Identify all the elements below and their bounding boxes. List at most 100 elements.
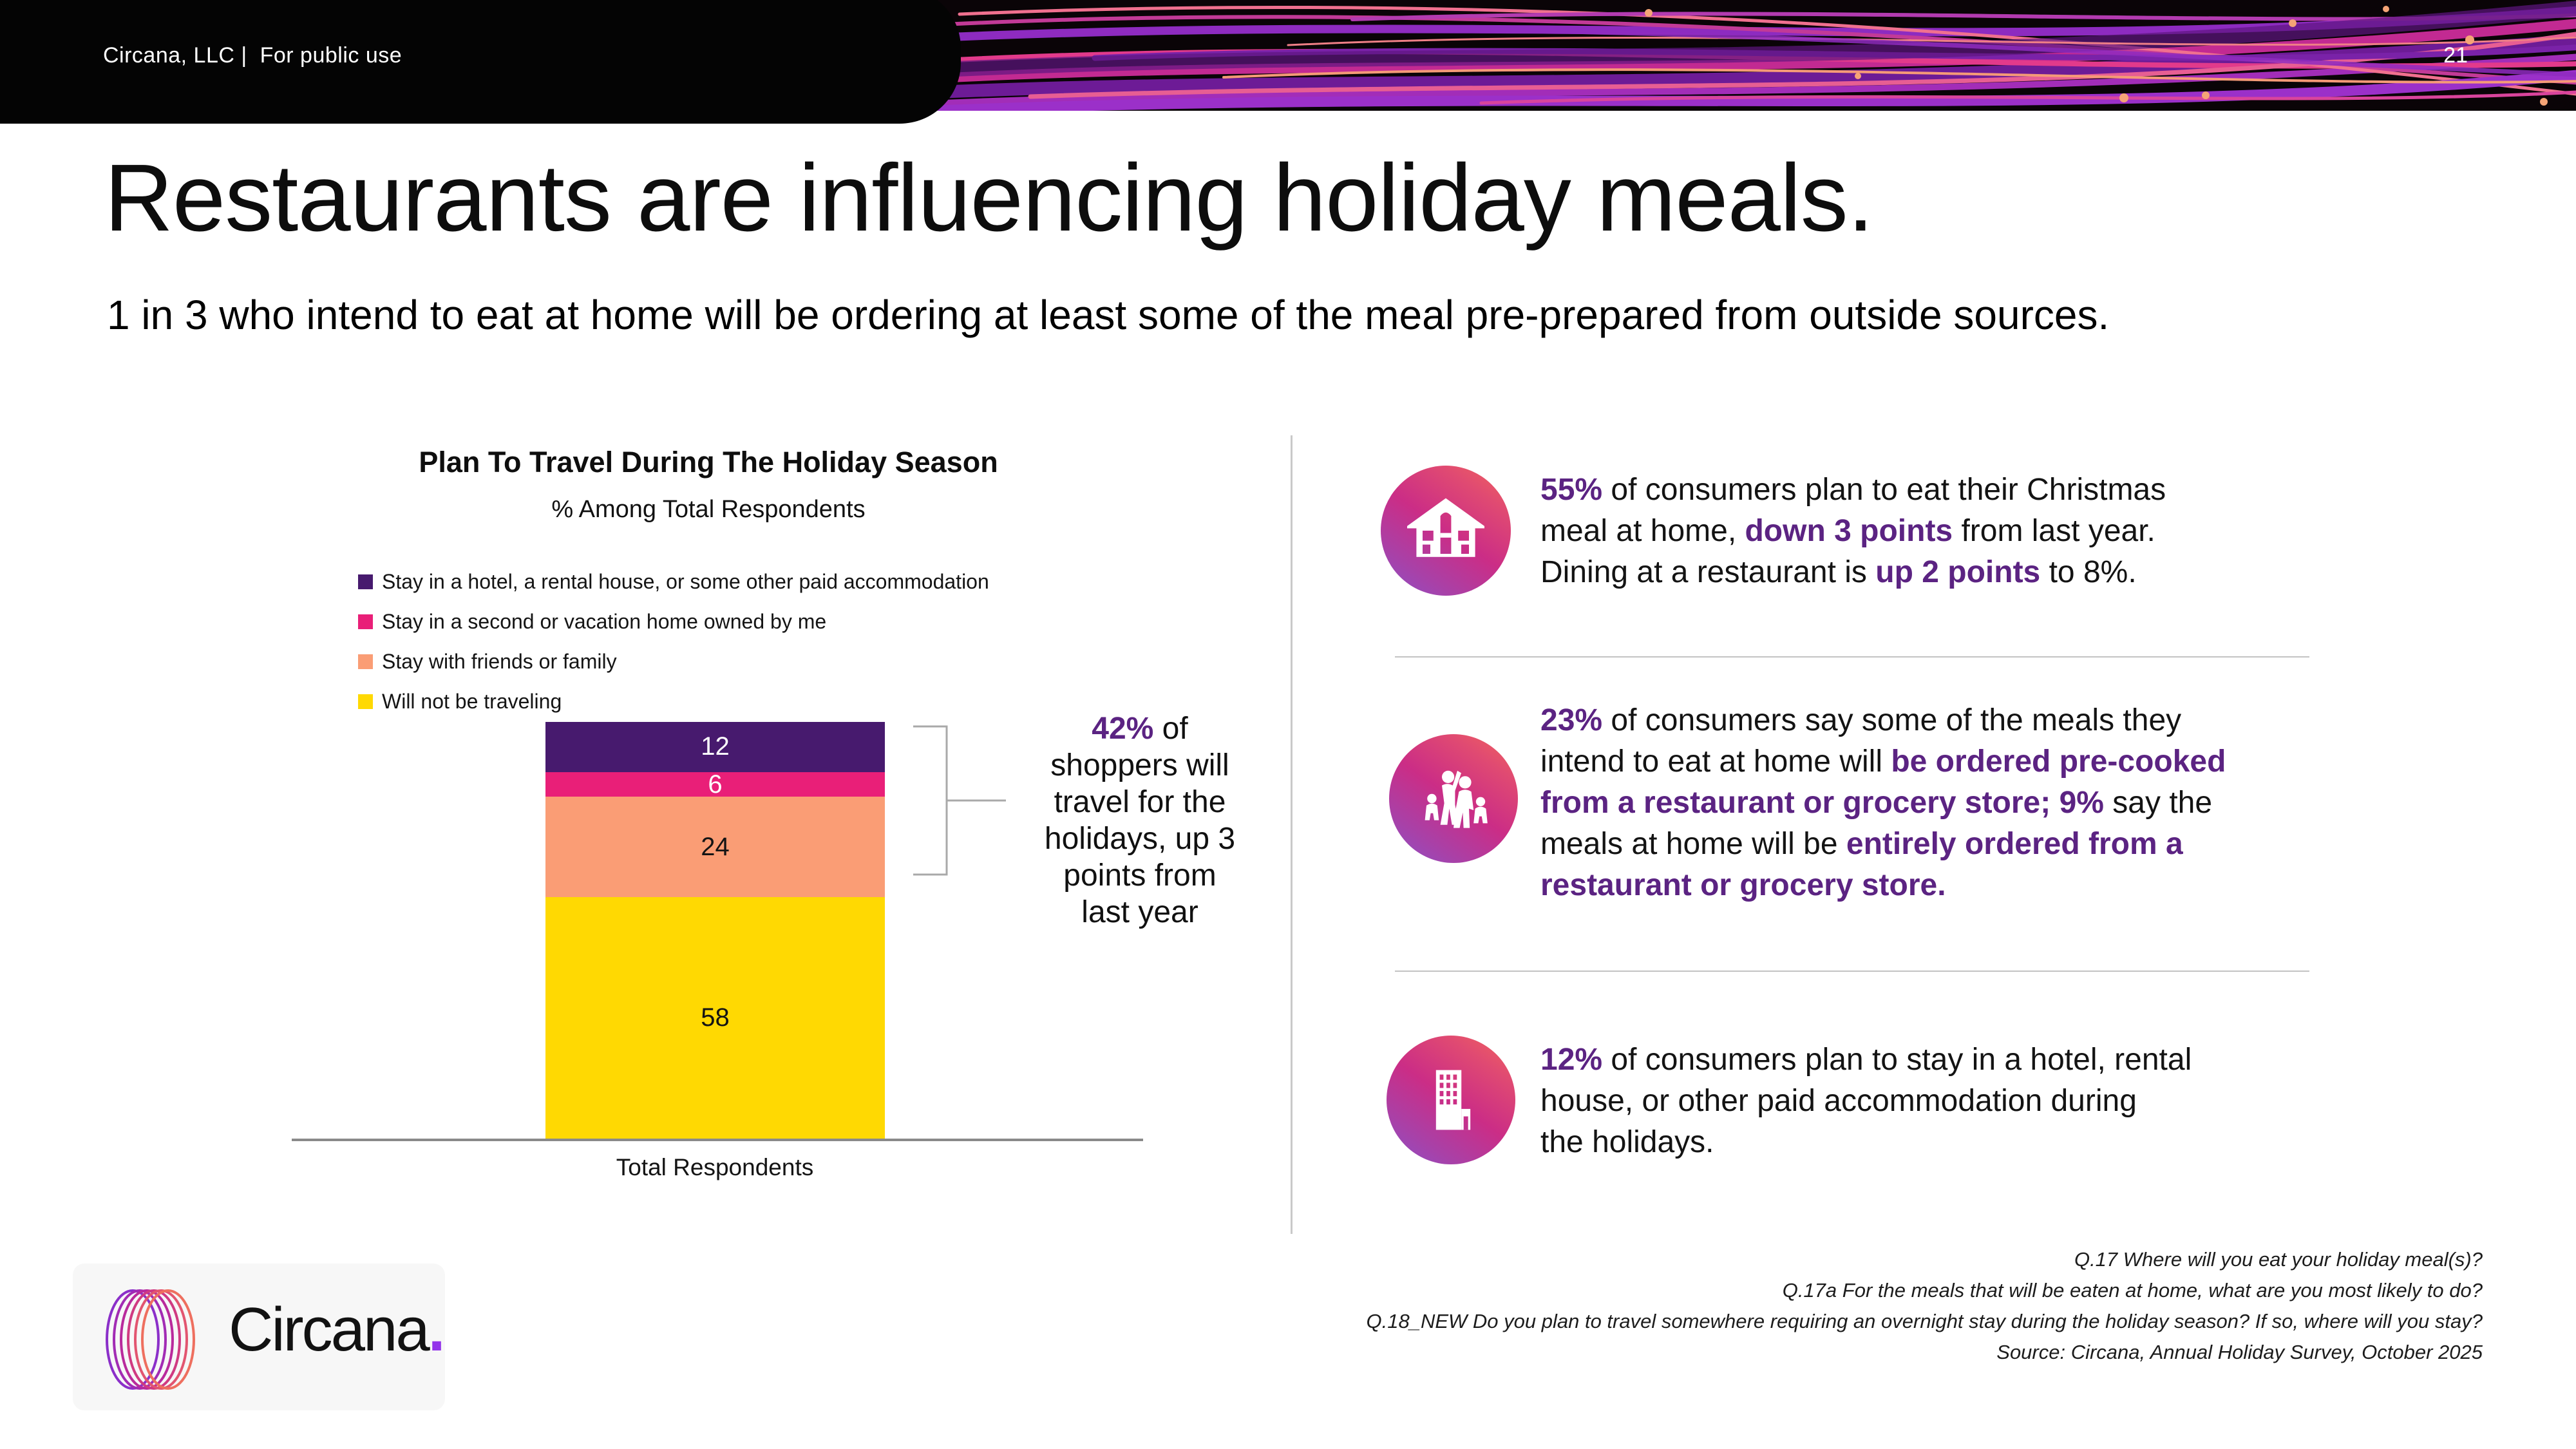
legend-label: Will not be traveling xyxy=(382,689,562,713)
legend-swatch xyxy=(358,694,373,709)
legend-item: Stay with friends or family xyxy=(358,641,989,681)
chart-subtitle: % Among Total Respondents xyxy=(551,496,866,523)
text-line: shoppers will xyxy=(1005,747,1275,784)
text-line: 12% of consumers plan to stay in a hotel… xyxy=(1540,1039,2326,1080)
source-notes: Q.17 Where will you eat your holiday mea… xyxy=(1001,1244,2483,1368)
legend-swatch xyxy=(358,654,373,669)
brand-wordmark: Circana. xyxy=(229,1294,446,1365)
stacked-bar: 12 6 24 58 xyxy=(545,722,885,1139)
text-line: last year xyxy=(1005,894,1275,931)
plain-text: to 8%. xyxy=(2040,554,2137,589)
x-axis-label: Total Respondents xyxy=(616,1154,814,1180)
text-line: meals at home will be entirely ordered f… xyxy=(1540,823,2326,864)
vertical-divider xyxy=(1291,435,1293,1234)
highlighted-text: 55% xyxy=(1540,472,1603,507)
chart-legend: Stay in a hotel, a rental house, or some… xyxy=(358,562,989,721)
plain-text: of consumers say some of the meals they xyxy=(1602,703,2182,737)
plain-text: from last year. xyxy=(1953,513,2155,548)
source-note-line: Q.17 Where will you eat your holiday mea… xyxy=(2074,1248,2483,1271)
bar-segment: 24 xyxy=(545,797,885,897)
classification-label: Circana, LLC | For public use xyxy=(103,43,402,68)
horizontal-divider xyxy=(1395,971,2309,972)
chart-annotation: 42% of shoppers will travel for the holiday… xyxy=(1005,710,1275,931)
stat-block-ordered-meals: 23% of consumers say some of the meals t… xyxy=(1540,699,2326,905)
legend-item: Will not be traveling xyxy=(358,681,989,721)
highlighted-text: entirely ordered from a xyxy=(1846,826,2183,861)
text-line: holidays, up 3 xyxy=(1005,820,1275,857)
text-line: points from xyxy=(1005,857,1275,894)
highlighted-text: be ordered pre-cooked xyxy=(1891,744,2226,779)
text-line: from a restaurant or grocery store; 9% s… xyxy=(1540,782,2326,823)
bar-value-label: 12 xyxy=(701,732,730,761)
header-black-pill xyxy=(0,0,961,124)
hotel-icon xyxy=(1387,1036,1515,1164)
text-line: travel for the xyxy=(1005,784,1275,820)
plain-text: of xyxy=(1153,712,1188,746)
bar-value-label: 58 xyxy=(701,1003,730,1032)
page-subtitle: 1 in 3 who intend to eat at home will be… xyxy=(107,292,2110,338)
text-line: house, or other paid accommodation durin… xyxy=(1540,1080,2326,1121)
x-axis-line xyxy=(292,1139,1143,1141)
page-title: Restaurants are influencing holiday meal… xyxy=(104,145,1874,251)
bar-segment: 58 xyxy=(545,896,885,1139)
plain-text: of consumers plan to eat their Christmas xyxy=(1602,472,2166,507)
text-line: 42% of xyxy=(1005,710,1275,747)
brand-dot: . xyxy=(428,1295,446,1364)
horizontal-divider xyxy=(1395,656,2309,658)
source-note-line: Source: Circana, Annual Holiday Survey, … xyxy=(1996,1341,2483,1363)
plain-text: points from xyxy=(1063,858,1217,893)
plain-text: meal at home, xyxy=(1540,513,1745,548)
highlighted-text: down 3 points xyxy=(1745,513,1953,548)
bracket-annotation-line xyxy=(913,725,1006,876)
house-icon xyxy=(1381,466,1511,596)
decorative-wave-pattern xyxy=(0,0,2576,111)
plain-text: shoppers will xyxy=(1050,748,1229,782)
legend-item: Stay in a second or vacation home owned … xyxy=(358,601,989,641)
bar-segment: 6 xyxy=(545,770,885,799)
source-note-line: Q.18_NEW Do you plan to travel somewhere… xyxy=(1366,1310,2483,1332)
plain-text: travel for the xyxy=(1054,785,1226,819)
text-line: Dining at a restaurant is up 2 points to… xyxy=(1540,551,2326,592)
text-line: meal at home, down 3 points from last ye… xyxy=(1540,510,2326,551)
plain-text: last year xyxy=(1081,895,1198,929)
highlighted-text: up 2 points xyxy=(1875,554,2041,589)
highlighted-text: 23% xyxy=(1540,703,1603,737)
highlighted-text: 42% xyxy=(1092,712,1154,746)
header-bar: Circana, LLC | For public use 21 xyxy=(0,0,2576,124)
brand-logo: Circana. xyxy=(73,1264,445,1410)
bar-segment: 12 xyxy=(545,722,885,772)
highlighted-text: from a restaurant or grocery store; 9% xyxy=(1540,785,2104,820)
legend-label: Stay in a hotel, a rental house, or some… xyxy=(382,569,989,593)
circana-sphere-icon xyxy=(106,1289,195,1390)
text-line: intend to eat at home will be ordered pr… xyxy=(1540,741,2326,782)
plain-text: Dining at a restaurant is xyxy=(1540,554,1876,589)
text-line: the holidays. xyxy=(1540,1121,2326,1162)
source-note-line: Q.17a For the meals that will be eaten a… xyxy=(1782,1279,2483,1302)
chart-title: Plan To Travel During The Holiday Season xyxy=(419,446,998,478)
legend-label: Stay with friends or family xyxy=(382,649,617,673)
legend-swatch xyxy=(358,614,373,629)
highlighted-text: 12% xyxy=(1540,1042,1603,1077)
stat-block-eat-at-home: 55% of consumers plan to eat their Chris… xyxy=(1540,469,2326,592)
legend-label: Stay in a second or vacation home owned … xyxy=(382,609,827,633)
text-line: restaurant or grocery store. xyxy=(1540,864,2326,905)
text-line: 23% of consumers say some of the meals t… xyxy=(1540,699,2326,741)
plain-text: intend to eat at home will xyxy=(1540,744,1891,779)
plain-text: of consumers plan to stay in a hotel, re… xyxy=(1602,1042,2192,1077)
text-line: 55% of consumers plan to eat their Chris… xyxy=(1540,469,2326,510)
page-number: 21 xyxy=(2443,43,2468,68)
legend-item: Stay in a hotel, a rental house, or some… xyxy=(358,562,989,601)
brand-name: Circana xyxy=(229,1295,430,1364)
plain-text: say the xyxy=(2103,785,2213,820)
plain-text: house, or other paid accommodation durin… xyxy=(1540,1083,2137,1118)
legend-swatch xyxy=(358,574,373,589)
stat-block-paid-accommodation: 12% of consumers plan to stay in a hotel… xyxy=(1540,1039,2326,1162)
plain-text: the holidays. xyxy=(1540,1124,1714,1159)
plain-text: meals at home will be xyxy=(1540,826,1846,861)
highlighted-text: restaurant or grocery store. xyxy=(1540,867,1946,902)
plain-text: holidays, up 3 xyxy=(1044,822,1236,856)
family-icon xyxy=(1389,734,1518,863)
bar-value-label: 24 xyxy=(701,832,730,861)
bar-value-label: 6 xyxy=(708,770,723,799)
